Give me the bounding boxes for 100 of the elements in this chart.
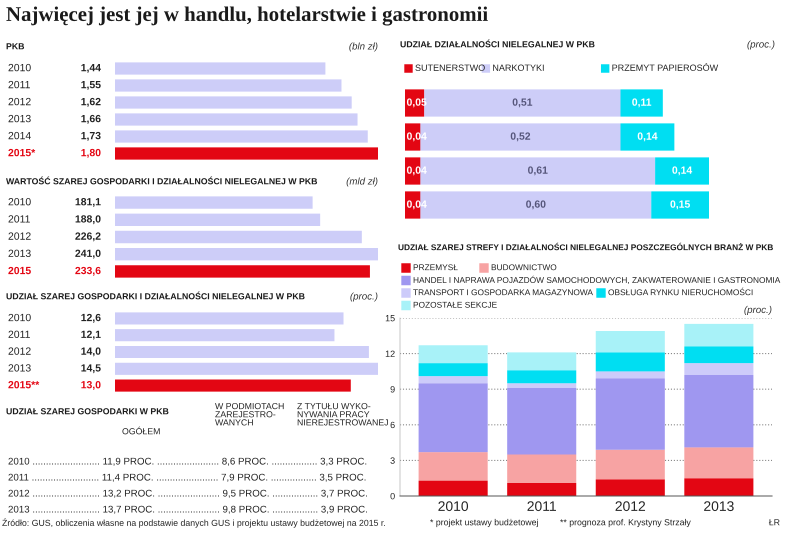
bar — [507, 370, 576, 384]
data-label: 233,6 — [75, 266, 101, 276]
bar — [115, 79, 342, 92]
bar — [115, 265, 370, 278]
data-label: 0,14 — [672, 166, 692, 176]
y-tick-label: 2011 — [8, 80, 30, 88]
bar — [115, 312, 344, 324]
text: 2013 ......................... 13,7 PROC. ....................... 9,8 PROC. ................. 3,9 PROC. — [8, 506, 367, 514]
text: Najwięcej jest jej w handlu, hotelarstwie i gastronomii — [6, 6, 488, 26]
y-tick-label: 2013 — [8, 364, 31, 372]
legend-label: PRZEMYT PAPIEROSÓW — [612, 63, 718, 71]
y-tick-label: 2015* — [8, 148, 36, 156]
data-label: 181,1 — [76, 198, 101, 207]
legend-label: HANDEL I NAPRAWA POJAZDÓW SAMOCHODOWYCH, ZAKWATEROWANIE I GASTRONOMIA — [414, 276, 780, 284]
bar — [507, 352, 576, 370]
data-label: 12,1 — [81, 330, 101, 340]
bar — [596, 331, 665, 352]
text: PKB — [6, 43, 24, 50]
y-tick-label: 2013 — [8, 250, 31, 257]
chart-title: UDZIAŁ SZAREJ GOSPODARKI I DZIAŁALNOŚCI NIELEGALNEJ W PKB — [6, 292, 305, 300]
data-label: 1,44 — [81, 64, 101, 73]
x-axis-title: (proc.) — [350, 292, 378, 302]
chart-title: WARTOŚĆ SZAREJ GOSPODARKI I DZIAŁALNOŚCI NIELEGALNEJ W PKB — [6, 176, 318, 184]
bar — [418, 383, 488, 452]
bar — [115, 196, 313, 209]
y-tick-label: 2015** — [8, 381, 40, 388]
bar — [418, 363, 488, 376]
text: 2012 ......................... 13,2 PROC. ....................... 9,5 PROC. ................. 3,7 PROC. — [8, 490, 367, 498]
bar — [418, 452, 488, 481]
y-tick-label: 0 — [390, 492, 395, 500]
x-tick-label: 2013 — [704, 501, 734, 512]
data-label: 0,15 — [670, 200, 690, 210]
text: Z TYTUŁU WYKO- NYWANIA PRACY NIEREJESTROWANEJ — [297, 402, 388, 426]
bar — [115, 96, 352, 109]
bar — [115, 248, 378, 260]
bar — [507, 482, 576, 496]
bar — [684, 374, 754, 448]
data-label: 188,0 — [76, 215, 101, 224]
text: ** prognoza prof. Krystyny Strzały — [560, 518, 691, 528]
bar — [596, 378, 665, 450]
text: * projekt ustawy budżetowej — [430, 518, 538, 528]
bar — [115, 147, 378, 160]
y-tick-label: 2013 — [8, 114, 31, 122]
data-label: 13,0 — [81, 381, 101, 390]
y-tick-label: 2010 — [8, 314, 31, 322]
data-label: 14,5 — [81, 364, 101, 374]
x-axis-title: (mld zł) — [346, 177, 378, 187]
y-tick-label: 2015 — [8, 266, 31, 274]
bar — [684, 478, 754, 496]
bar — [620, 123, 674, 151]
bar — [418, 345, 488, 364]
legend-label: NARKOTYKI — [493, 64, 544, 71]
data-label: 241,0 — [75, 250, 101, 259]
bar — [651, 191, 709, 219]
bar — [115, 113, 358, 126]
y-tick-label: 2012 — [8, 232, 31, 240]
legend-label: POZOSTAŁE SEKCJE — [414, 302, 497, 308]
y-tick-label: 2010 — [8, 198, 31, 206]
text: ŁR — [768, 519, 780, 526]
text: 2010 ......................... 11,9 PROC. ....................... 8,6 PROC. ................. 3,3 PROC. — [8, 458, 366, 466]
text: W PODMIOTACH ZAREJESTRO- WANYCH — [215, 402, 284, 426]
legend-label: TRANSPORT I GOSPODARKA MAGAZYNOWA — [413, 289, 593, 296]
data-label: 1,80 — [81, 148, 101, 158]
bar — [115, 329, 334, 342]
data-label: 0,61 — [528, 166, 548, 176]
data-label: 0,52 — [510, 132, 530, 142]
y-tick-label: 9 — [390, 386, 395, 393]
bar — [507, 383, 576, 388]
y-tick-label: 6 — [390, 422, 395, 428]
data-label: 1,66 — [81, 114, 101, 124]
y-tick-label: 2011 — [8, 215, 30, 223]
y-tick-label: 12 — [386, 350, 395, 357]
bar — [418, 376, 488, 384]
data-label: 0,51 — [512, 98, 532, 108]
data-label: 14,0 — [81, 347, 101, 356]
y-tick-label: 2014 — [8, 132, 31, 140]
bar — [596, 450, 665, 480]
bar — [115, 130, 368, 143]
chart-title: UDZIAŁ SZAREJ STREFY I DZIAŁALNOŚCI NIELEGALNEJ POSZCZEGÓLNYCH BRANŻ W PKB — [398, 242, 773, 250]
bar — [684, 324, 754, 346]
data-label: 0,11 — [632, 98, 652, 108]
data-label: 0,14 — [638, 132, 658, 142]
bar — [115, 230, 362, 244]
legend-label: PRZEMYSŁ — [414, 264, 458, 270]
y-tick-label: 15 — [386, 315, 395, 322]
bar — [596, 371, 665, 379]
x-tick-label: 2012 — [616, 501, 646, 512]
bar — [684, 447, 754, 478]
y-axis-title: (proc.) — [744, 306, 772, 315]
x-axis-title: (proc.) — [747, 40, 774, 50]
bar — [115, 214, 320, 226]
bar — [596, 479, 665, 496]
bar — [684, 346, 754, 364]
bar — [115, 380, 351, 392]
bar — [418, 480, 488, 496]
data-label: 1,55 — [81, 81, 101, 90]
data-label: 1,62 — [81, 98, 101, 107]
x-tick-label: 2010 — [438, 501, 468, 512]
bar — [507, 454, 576, 483]
text: 2011 ......................... 11,4 PROC. ....................... 7,9 PROC. ................. 3,5 PROC. — [8, 474, 366, 482]
